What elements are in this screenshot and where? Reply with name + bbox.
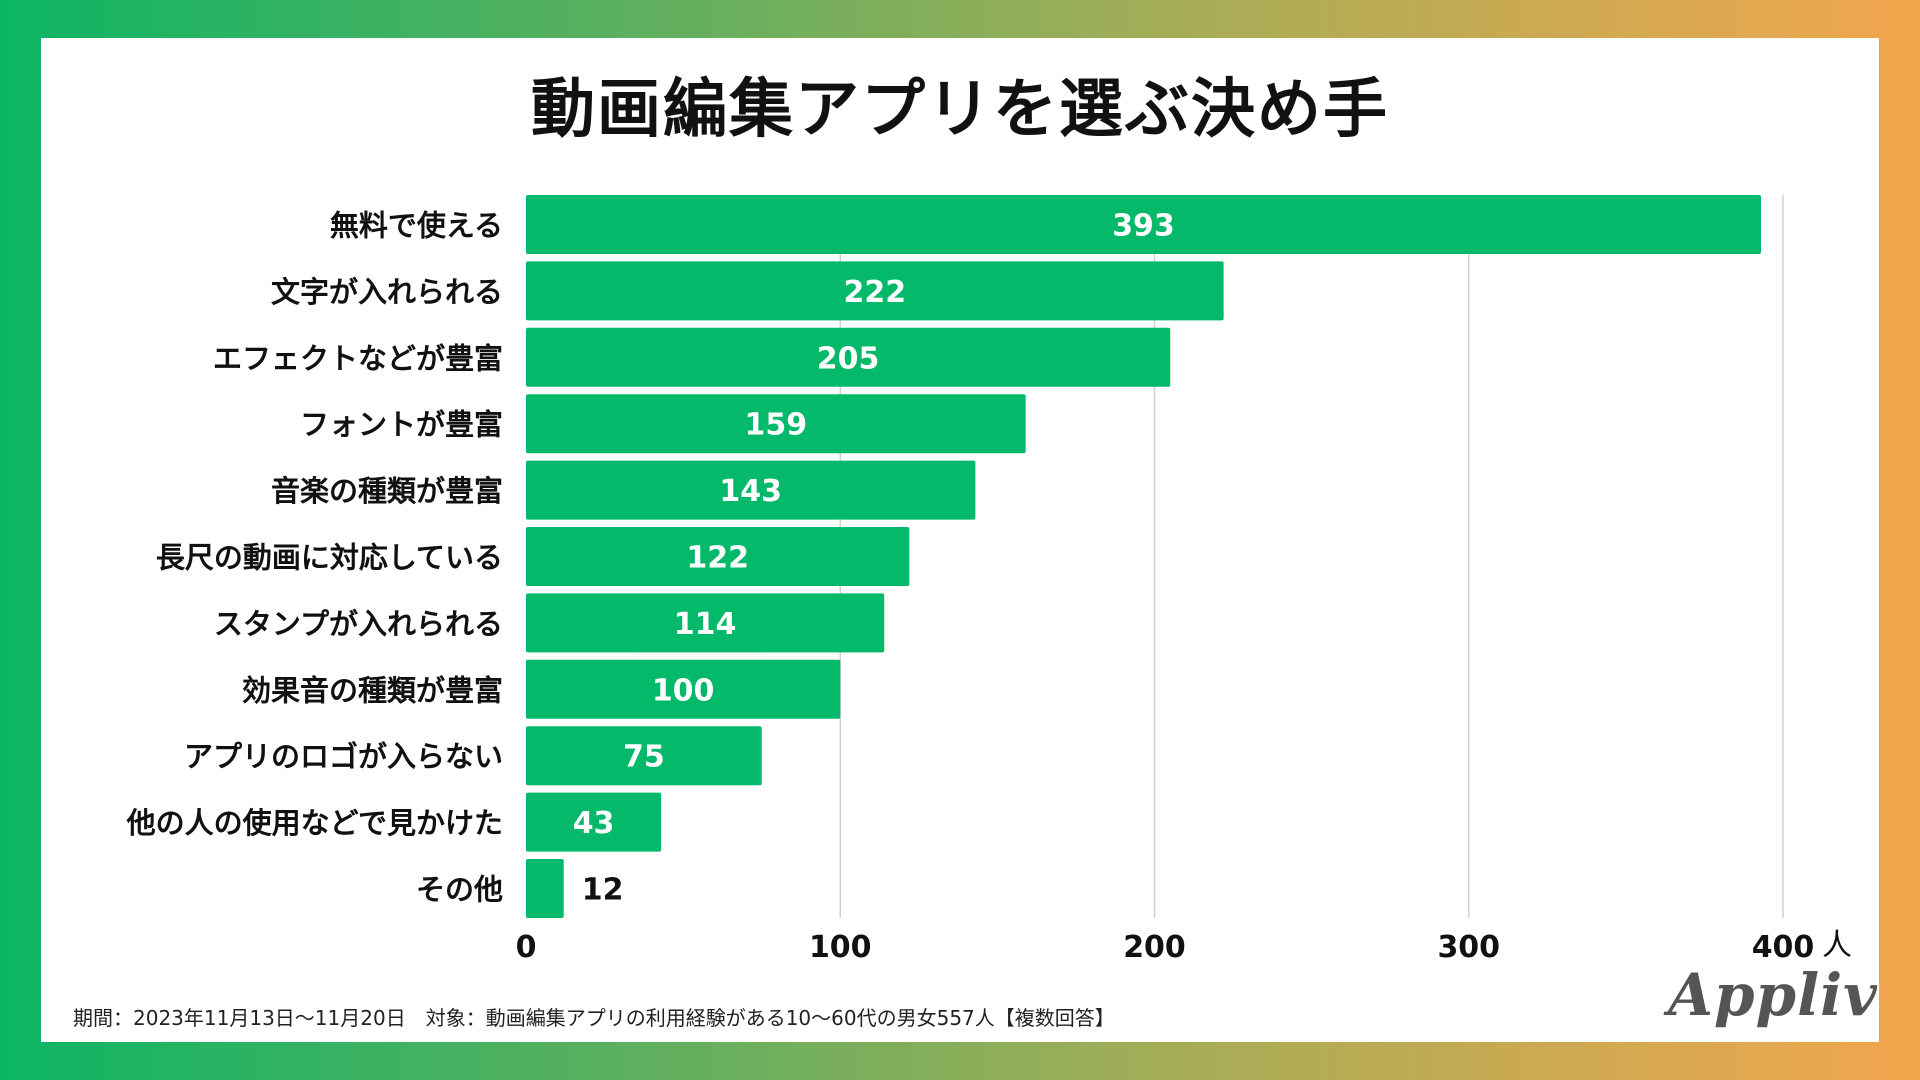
- bar-0: [526, 195, 1762, 254]
- value-label-10: 12: [582, 873, 624, 908]
- x-tick-label-200: 200: [1123, 930, 1186, 965]
- bar-9: [526, 792, 662, 852]
- category-label-8: アプリのロゴが入らない: [184, 740, 503, 774]
- value-label-4: 143: [719, 474, 782, 509]
- bar-1: [526, 261, 1224, 321]
- category-label-2: エフェクトなどが豊富: [213, 341, 503, 375]
- value-label-1: 222: [844, 275, 907, 310]
- bar-8: [526, 726, 762, 786]
- bar-5: [526, 527, 910, 586]
- value-label-6: 114: [674, 607, 737, 642]
- survey-footnote: 期間：2023年11月13日〜11月20日 対象：動画編集アプリの利用経験がある…: [73, 1006, 1115, 1030]
- bar-6: [526, 593, 885, 653]
- x-tick-label-400: 400: [1752, 930, 1815, 965]
- applv-logo: Appliv: [1668, 961, 1878, 1029]
- x-unit-label: 人: [1822, 928, 1852, 963]
- category-label-1: 文字が入れられる: [271, 275, 503, 309]
- category-label-9: 他の人の使用などで見かけた: [126, 806, 503, 840]
- value-label-3: 159: [745, 408, 808, 443]
- x-tick-label-100: 100: [809, 930, 872, 965]
- value-label-2: 205: [817, 341, 880, 376]
- value-label-9: 43: [573, 806, 615, 841]
- category-label-4: 音楽の種類が豊富: [271, 474, 503, 508]
- category-label-3: フォントが豊富: [300, 408, 503, 442]
- category-label-6: スタンプが入れられる: [214, 607, 503, 641]
- value-label-7: 100: [652, 673, 715, 708]
- bar-7: [526, 659, 841, 719]
- category-label-7: 効果音の種類が豊富: [242, 673, 503, 707]
- value-label-5: 122: [686, 541, 749, 576]
- chart-title: 動画編集アプリを選ぶ決め手: [531, 73, 1389, 147]
- category-label-0: 無料で使える: [330, 209, 503, 243]
- x-tick-label-0: 0: [516, 930, 537, 965]
- bar-3: [526, 394, 1026, 454]
- value-label-8: 75: [623, 740, 665, 775]
- category-label-5: 長尺の動画に対応している: [156, 541, 503, 575]
- bar-2: [526, 327, 1171, 387]
- x-tick-label-300: 300: [1437, 930, 1500, 965]
- category-label-10: その他: [416, 873, 503, 907]
- bar-10: [526, 859, 564, 918]
- bar-4: [526, 460, 976, 520]
- value-label-0: 393: [1112, 209, 1175, 244]
